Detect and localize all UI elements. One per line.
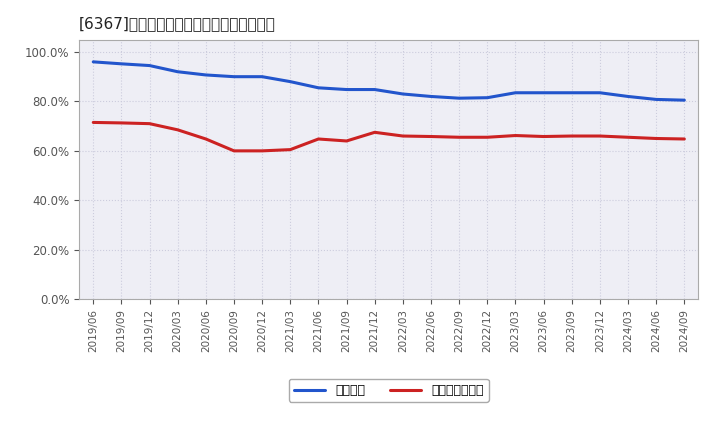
固定長期適合率 [89, 120, 98, 125]
固定比率 [567, 90, 576, 95]
固定長期適合率 [230, 148, 238, 154]
固定長期適合率 [399, 133, 408, 139]
固定比率 [342, 87, 351, 92]
固定長期適合率 [258, 148, 266, 154]
固定比率 [399, 92, 408, 97]
固定比率 [511, 90, 520, 95]
固定長期適合率 [539, 134, 548, 139]
固定長期適合率 [511, 133, 520, 138]
固定長期適合率 [117, 120, 126, 125]
固定長期適合率 [145, 121, 154, 126]
固定比率 [314, 85, 323, 91]
固定比率 [455, 95, 464, 101]
固定長期適合率 [455, 135, 464, 140]
Text: [6367]　固定比率、固定長期適合率の推移: [6367] 固定比率、固定長期適合率の推移 [79, 16, 276, 32]
固定比率 [202, 72, 210, 77]
固定比率 [483, 95, 492, 100]
固定比率 [258, 74, 266, 79]
固定比率 [370, 87, 379, 92]
固定比率 [624, 94, 632, 99]
固定長期適合率 [370, 130, 379, 135]
Legend: 固定比率, 固定長期適合率: 固定比率, 固定長期適合率 [289, 379, 489, 402]
固定比率 [539, 90, 548, 95]
固定比率 [652, 97, 660, 102]
固定比率 [680, 98, 688, 103]
固定長期適合率 [427, 134, 436, 139]
固定長期適合率 [342, 138, 351, 143]
Line: 固定比率: 固定比率 [94, 62, 684, 100]
固定長期適合率 [624, 135, 632, 140]
Line: 固定長期適合率: 固定長期適合率 [94, 122, 684, 151]
固定長期適合率 [483, 135, 492, 140]
固定長期適合率 [652, 136, 660, 141]
固定比率 [89, 59, 98, 65]
固定長期適合率 [202, 136, 210, 142]
固定長期適合率 [595, 133, 604, 139]
固定長期適合率 [680, 136, 688, 142]
固定比率 [145, 63, 154, 68]
固定比率 [595, 90, 604, 95]
固定比率 [117, 61, 126, 66]
固定長期適合率 [286, 147, 294, 152]
固定長期適合率 [567, 133, 576, 139]
固定比率 [230, 74, 238, 79]
固定比率 [174, 69, 182, 74]
固定比率 [286, 79, 294, 84]
固定長期適合率 [314, 136, 323, 142]
固定長期適合率 [174, 127, 182, 132]
固定比率 [427, 94, 436, 99]
